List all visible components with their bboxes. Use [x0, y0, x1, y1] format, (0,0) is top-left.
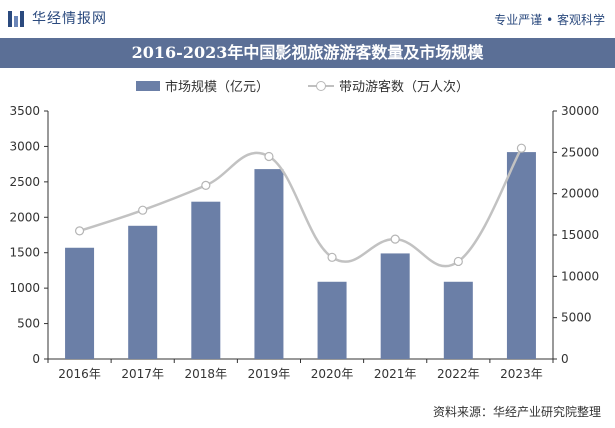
- y-right-tick-label: 20000: [561, 187, 599, 201]
- logo-bars-icon: [8, 9, 26, 27]
- legend-label-line: 带动游客数（万人次）: [339, 80, 470, 95]
- bar-market-size: [191, 201, 221, 359]
- bar-market-size: [128, 225, 158, 359]
- line-point-tourists: [74, 226, 85, 236]
- x-tick-label: 2023年: [500, 367, 543, 381]
- line-point-tourists: [516, 143, 527, 153]
- top-bar: 华经情报网 专业严谨 • 客观科学: [0, 0, 615, 38]
- legend-label-bar: 市场规模（亿元）: [165, 80, 270, 95]
- legend-bar-swatch: [136, 80, 160, 91]
- legend-item-bar: 市场规模（亿元）: [136, 76, 269, 95]
- y-left-tick-label: 500: [17, 317, 40, 331]
- line-point-tourists: [327, 252, 337, 262]
- bar-market-size: [506, 152, 536, 359]
- title-bar: [0, 38, 615, 68]
- x-tick-label: 2018年: [185, 367, 228, 381]
- y-left-tick-label: 2000: [9, 210, 40, 224]
- bar-market-size: [317, 281, 347, 359]
- y-left-tick-label: 3500: [9, 104, 40, 118]
- bar-market-size: [380, 253, 410, 359]
- y-left-tick-label: 1000: [9, 281, 40, 295]
- line-point-tourists: [201, 180, 211, 190]
- slogan: 专业严谨 • 客观科学: [494, 13, 605, 27]
- legend-line-swatch: [308, 80, 334, 92]
- y-left-tick-label: 0: [32, 352, 40, 366]
- bar-market-size: [65, 247, 95, 359]
- y-left-tick-label: 2500: [9, 175, 40, 189]
- x-tick-label: 2017年: [121, 367, 164, 381]
- chart-title: 2016-2023年中国影视旅游游客数量及市场规模: [131, 43, 484, 62]
- bar-market-size: [443, 281, 473, 359]
- source-note: 资料来源：华经产业研究院整理: [432, 405, 601, 419]
- y-right-tick-label: 30000: [561, 104, 599, 118]
- bar-market-size: [254, 169, 284, 359]
- line-point-tourists: [264, 151, 274, 162]
- logo: 华经情报网: [8, 7, 107, 29]
- x-tick-label: 2020年: [311, 367, 354, 381]
- y-right-tick-label: 0: [561, 352, 569, 366]
- x-tick-label: 2016年: [58, 367, 101, 381]
- line-point-tourists: [138, 205, 148, 215]
- y-right-tick-label: 5000: [561, 311, 592, 325]
- x-tick-label: 2019年: [248, 367, 291, 381]
- y-right-tick-label: 25000: [561, 145, 599, 159]
- x-tick-label: 2021年: [374, 367, 417, 381]
- x-tick-label: 2022年: [437, 367, 480, 381]
- legend-item-line: 带动游客数（万人次）: [308, 76, 469, 95]
- legend: 市场规模（亿元） 带动游客数（万人次）: [0, 74, 615, 96]
- y-left-tick-label: 3000: [9, 139, 40, 153]
- line-point-tourists: [390, 234, 400, 244]
- line-point-tourists: [453, 256, 463, 267]
- y-right-tick-label: 10000: [561, 269, 599, 283]
- logo-text: 华经情报网: [32, 11, 107, 27]
- y-left-tick-label: 1500: [9, 246, 40, 260]
- y-right-tick-label: 15000: [561, 228, 599, 242]
